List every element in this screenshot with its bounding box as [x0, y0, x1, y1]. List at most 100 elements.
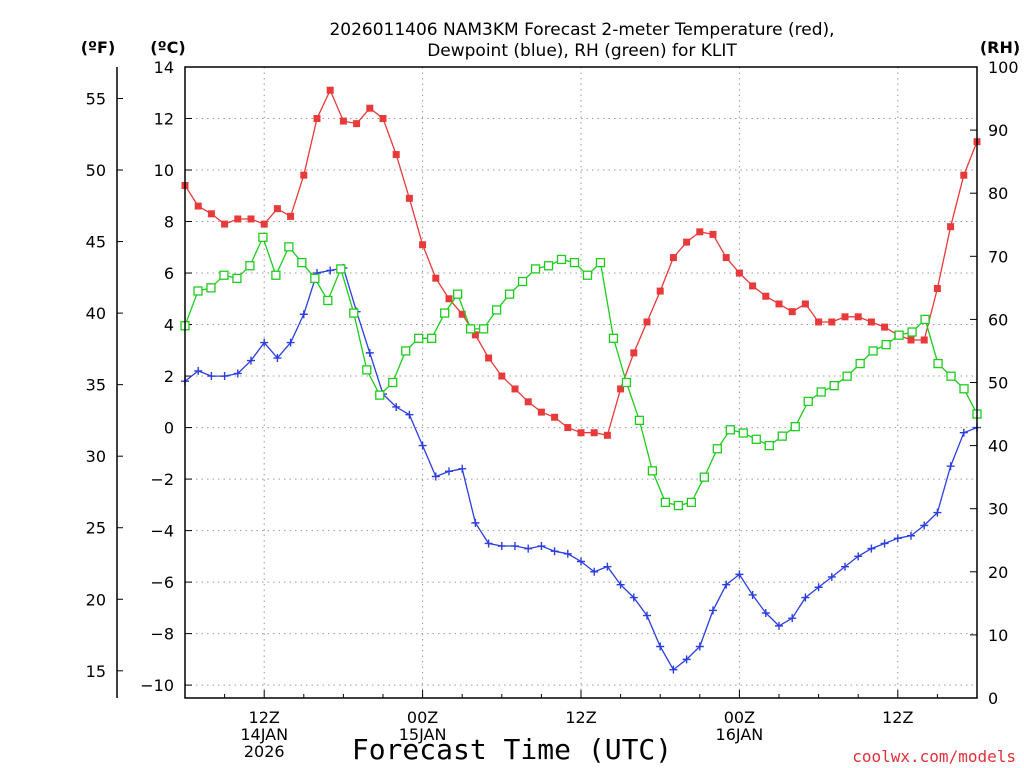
data-point — [193, 286, 203, 296]
data-point — [431, 472, 440, 481]
data-point — [682, 655, 691, 664]
rh-tick-label: 40 — [988, 437, 1008, 456]
data-point — [445, 295, 453, 303]
rh-tick-label: 100 — [988, 58, 1019, 77]
celsius-tick-label: −10 — [140, 676, 174, 695]
data-point — [907, 531, 915, 540]
data-point — [801, 300, 809, 308]
data-point — [920, 314, 930, 325]
time-tick-label: 15JAN — [399, 725, 447, 744]
data-point — [608, 333, 619, 343]
data-point — [959, 384, 969, 394]
celsius-tick-label: 8 — [164, 213, 174, 232]
data-point — [735, 570, 744, 579]
data-point — [273, 354, 282, 363]
data-point — [524, 544, 533, 553]
data-point — [234, 215, 242, 223]
data-point — [458, 310, 466, 318]
data-point — [419, 241, 427, 249]
data-point — [790, 422, 800, 432]
data-point — [777, 431, 787, 441]
data-point — [247, 356, 255, 365]
data-point — [392, 402, 401, 411]
data-point — [959, 428, 968, 437]
data-point — [362, 365, 372, 375]
data-point — [709, 230, 717, 238]
series-line — [184, 235, 978, 507]
celsius-tick-label: 14 — [154, 58, 174, 77]
data-point — [788, 614, 797, 623]
data-point — [881, 323, 889, 331]
data-point — [775, 621, 783, 630]
celsius-tick-label: 0 — [164, 419, 174, 438]
rh-tick-label: 0 — [988, 689, 998, 708]
data-point — [775, 300, 783, 308]
data-point — [207, 372, 216, 381]
data-point — [220, 372, 229, 381]
data-point — [630, 349, 638, 357]
data-point — [855, 358, 865, 369]
data-point — [504, 289, 515, 299]
data-point — [960, 171, 968, 179]
data-point — [803, 396, 813, 407]
data-point — [788, 308, 796, 316]
data-point — [854, 313, 862, 321]
data-point — [894, 330, 904, 340]
data-point — [375, 390, 385, 400]
chart-title-line-2: Dewpoint (blue), RH (green) for KLIT — [427, 41, 737, 61]
data-point — [232, 273, 242, 284]
data-point — [801, 593, 810, 602]
data-point — [326, 86, 334, 94]
celsius-tick-label: −8 — [150, 625, 174, 644]
data-point — [907, 336, 915, 344]
data-point — [841, 562, 849, 571]
data-point — [735, 269, 743, 277]
rh-tick-label: 60 — [988, 310, 1008, 329]
fahrenheit-tick-label: 35 — [86, 376, 106, 395]
fahrenheit-unit-label: (ºF) — [81, 38, 116, 57]
data-point — [867, 318, 875, 326]
data-point — [484, 539, 493, 548]
data-point — [669, 665, 678, 674]
data-point — [696, 228, 704, 236]
data-point — [530, 264, 541, 274]
data-point — [582, 270, 593, 280]
fahrenheit-tick-label: 20 — [86, 590, 106, 609]
data-point — [920, 521, 929, 530]
fahrenheit-tick-label: 40 — [86, 304, 106, 323]
celsius-tick-label: 10 — [154, 161, 174, 180]
data-point — [339, 117, 347, 125]
data-point — [258, 232, 268, 243]
celsius-tick-label: −2 — [150, 470, 174, 489]
chart-title-line-1: 2026011406 NAM3KM Forecast 2-meter Tempe… — [329, 20, 834, 40]
rh-tick-label: 10 — [988, 626, 1008, 645]
data-point — [563, 549, 572, 558]
data-point — [458, 464, 467, 473]
data-point — [577, 429, 585, 437]
data-point — [271, 270, 281, 280]
data-point — [673, 500, 684, 511]
data-point — [749, 282, 757, 290]
data-point — [669, 254, 677, 262]
data-point — [336, 264, 346, 274]
data-point — [453, 289, 463, 299]
fahrenheit-tick-label: 30 — [86, 447, 106, 466]
data-point — [699, 472, 709, 482]
data-point — [465, 324, 476, 334]
time-tick-label: 2026 — [244, 742, 285, 761]
data-point — [537, 542, 546, 551]
data-point — [643, 611, 651, 620]
data-point — [471, 331, 479, 339]
celsius-tick-label: 6 — [164, 264, 174, 283]
data-point — [829, 381, 839, 391]
data-point — [725, 425, 735, 435]
celsius-axis: −10 −8 −6 −4 −2 0 2 4 6 8 10 12 14 — [140, 58, 192, 695]
data-point — [310, 273, 320, 284]
rh-axis: 0 10 20 30 40 50 60 70 80 90 100 — [970, 58, 1019, 708]
celsius-tick-label: 2 — [164, 367, 174, 386]
data-point — [194, 366, 203, 375]
data-point — [323, 295, 333, 306]
fahrenheit-tick-label: 25 — [86, 519, 106, 538]
data-point — [722, 254, 730, 262]
data-point — [947, 223, 955, 231]
